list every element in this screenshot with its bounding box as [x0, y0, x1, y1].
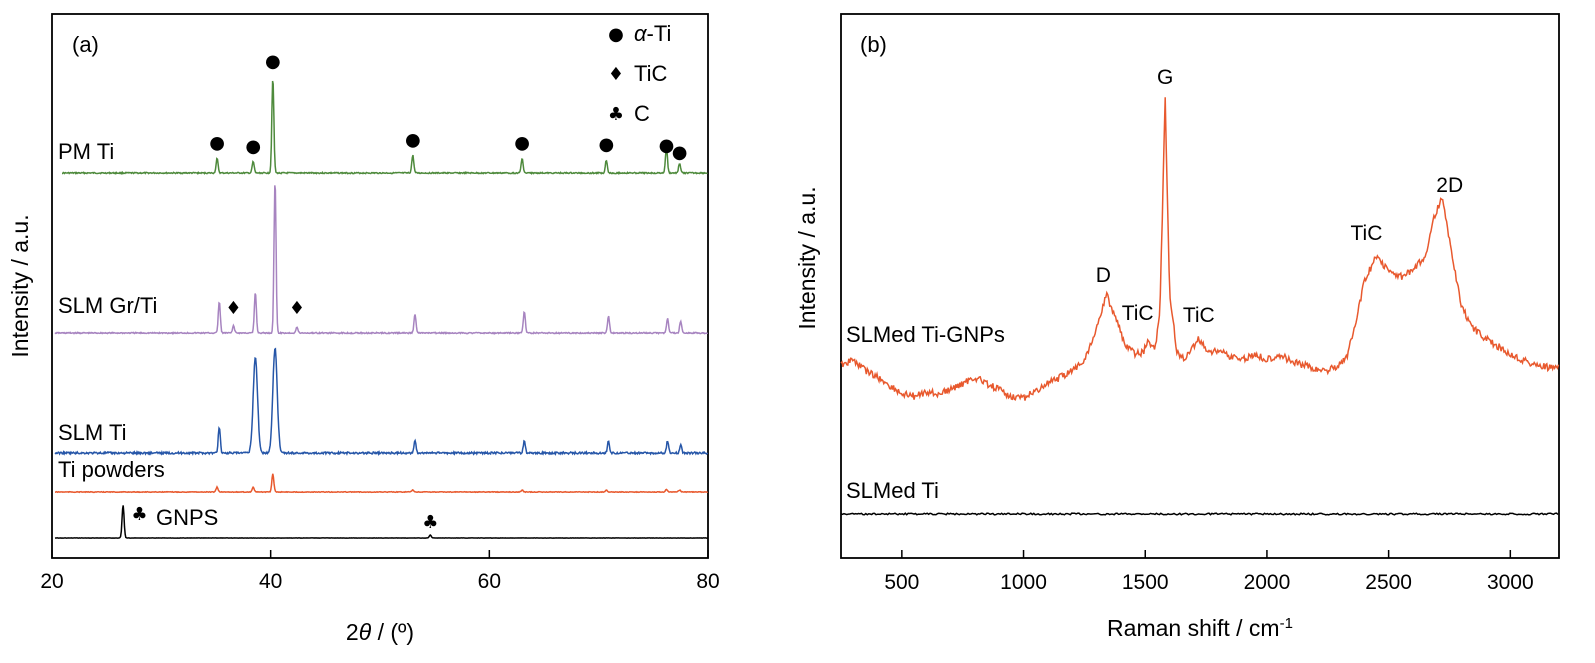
- peak-marker: ●: [672, 142, 688, 163]
- series-line-slmed-ti: [840, 512, 1559, 516]
- x-tick-label: 20: [40, 570, 63, 593]
- legend-label-2: C: [634, 101, 650, 126]
- panel-a-x-axis-title: 2θ / (º): [346, 619, 414, 645]
- peak-marker: ●: [659, 135, 675, 156]
- peak-marker: ●: [209, 133, 225, 154]
- peak-marker: ●: [405, 129, 421, 150]
- panel-b-label: (b): [860, 32, 887, 57]
- series-label-slmed-ti: SLMed Ti: [846, 478, 939, 503]
- peak-marker: ♦: [289, 298, 305, 319]
- peak-marker: ♦: [225, 298, 241, 319]
- peak-label-tic: TiC: [1183, 304, 1215, 327]
- panel-a: (a) 20 40 60 80 PM Ti SLM Gr/Ti SLM Ti Ti powd…: [7, 13, 720, 645]
- series-label-slm_grti: SLM Gr/Ti: [58, 293, 157, 318]
- series-line-ti_powders: [55, 473, 709, 494]
- peak-marker: ●: [598, 134, 614, 155]
- peak-label-2d: 2D: [1436, 174, 1463, 197]
- peak-marker: ●: [245, 136, 261, 157]
- peak-label-g: G: [1157, 66, 1173, 89]
- peak-label-tic: TiC: [1351, 222, 1383, 245]
- panel-a-series-labels: PM Ti SLM Gr/Ti SLM Ti Ti powders GNPS: [58, 139, 218, 530]
- x-tick-label: 2500: [1365, 571, 1412, 594]
- legend-marker-0: ●: [608, 24, 624, 45]
- series-label-gnps: GNPS: [156, 505, 218, 530]
- panel-b-series: [840, 97, 1560, 516]
- series-line-slm_grti: [54, 185, 708, 335]
- peak-label-tic: TiC: [1122, 302, 1154, 325]
- legend-marker-2: ♣: [608, 104, 624, 125]
- peak-marker: ●: [265, 51, 281, 72]
- series-label-ti_powders: Ti powders: [58, 457, 165, 482]
- series-line-slm_ti: [54, 347, 709, 457]
- panel-a-x-ticks: 20 40 60 80: [40, 550, 720, 593]
- peak-label-d: D: [1096, 264, 1111, 287]
- panel-a-frame: [51, 13, 709, 559]
- panel-a-label: (a): [72, 32, 99, 57]
- panel-b: (b) 500 1000 1500 2000 2500 3000 SLMed Ti-GNP…: [794, 13, 1560, 642]
- series-label-pm_ti: PM Ti: [58, 139, 114, 164]
- legend-label-1: TiC: [634, 61, 668, 86]
- panel-a-peak-markers: ● ●●● ● ● ●●♦ ♦♣ ♣: [131, 51, 687, 533]
- peak-marker: ♣: [422, 512, 438, 533]
- x-tick-label: 1500: [1122, 571, 1169, 594]
- panel-b-y-axis-title: Intensity / a.u.: [794, 186, 820, 329]
- series-line-pm_ti: [62, 80, 708, 176]
- panel-b-frame: [840, 13, 1560, 559]
- panel-b-series-labels: SLMed Ti-GNPs SLMed Ti: [846, 322, 1005, 503]
- x-tick-label: 1000: [1000, 571, 1047, 594]
- x-tick-label: 2000: [1244, 571, 1291, 594]
- panel-a-series: [54, 80, 709, 539]
- series-line-gnps: [54, 505, 708, 539]
- x-tick-label: 3000: [1487, 571, 1534, 594]
- series-label-slm_ti: SLM Ti: [58, 420, 126, 445]
- x-tick-label: 500: [884, 571, 919, 594]
- x-tick-label: 80: [696, 570, 719, 593]
- panel-b-x-ticks: 500 1000 1500 2000 2500 3000: [884, 550, 1534, 594]
- panel-a-legend: ● α-Ti ♦ TiC ♣ C: [608, 21, 671, 126]
- legend-label-0: α-Ti: [634, 21, 671, 46]
- panel-b-peak-labels: D TiC G TiC TiC 2D: [1096, 66, 1463, 327]
- series-line-slmed-ti-gnps: [840, 97, 1560, 401]
- peak-marker: ●: [514, 133, 530, 154]
- panel-b-x-axis-title: Raman shift / cm-1: [1107, 615, 1293, 642]
- peak-marker: ♣: [131, 504, 147, 525]
- series-label-slmed-ti-gnps: SLMed Ti-GNPs: [846, 322, 1005, 347]
- x-tick-label: 40: [259, 570, 282, 593]
- legend-marker-1: ♦: [608, 64, 624, 85]
- panel-a-y-axis-title: Intensity / a.u.: [7, 214, 33, 357]
- x-tick-label: 60: [478, 570, 501, 593]
